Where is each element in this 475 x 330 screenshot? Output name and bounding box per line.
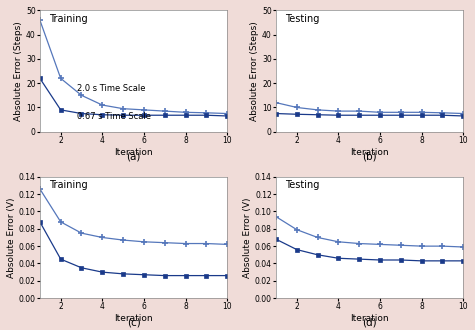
- Y-axis label: Absolute Error (V): Absolute Error (V): [7, 197, 16, 278]
- Text: 0.67 s Time Scale: 0.67 s Time Scale: [77, 112, 152, 121]
- Y-axis label: Absolute Error (V): Absolute Error (V): [243, 197, 252, 278]
- X-axis label: Iteration: Iteration: [350, 148, 389, 157]
- Text: Training: Training: [49, 14, 88, 24]
- X-axis label: Iteration: Iteration: [350, 314, 389, 323]
- Text: 2.0 s Time Scale: 2.0 s Time Scale: [77, 84, 146, 93]
- Y-axis label: Absolute Error (Steps): Absolute Error (Steps): [250, 21, 259, 121]
- Text: (d): (d): [362, 318, 377, 328]
- Text: (b): (b): [362, 151, 377, 161]
- Text: Testing: Testing: [285, 14, 320, 24]
- Text: Testing: Testing: [285, 181, 320, 190]
- Text: Training: Training: [49, 181, 88, 190]
- X-axis label: Iteration: Iteration: [114, 314, 153, 323]
- Text: (a): (a): [126, 151, 141, 161]
- Y-axis label: Absolute Error (Steps): Absolute Error (Steps): [14, 21, 23, 121]
- X-axis label: Iteration: Iteration: [114, 148, 153, 157]
- Text: (c): (c): [127, 318, 141, 328]
